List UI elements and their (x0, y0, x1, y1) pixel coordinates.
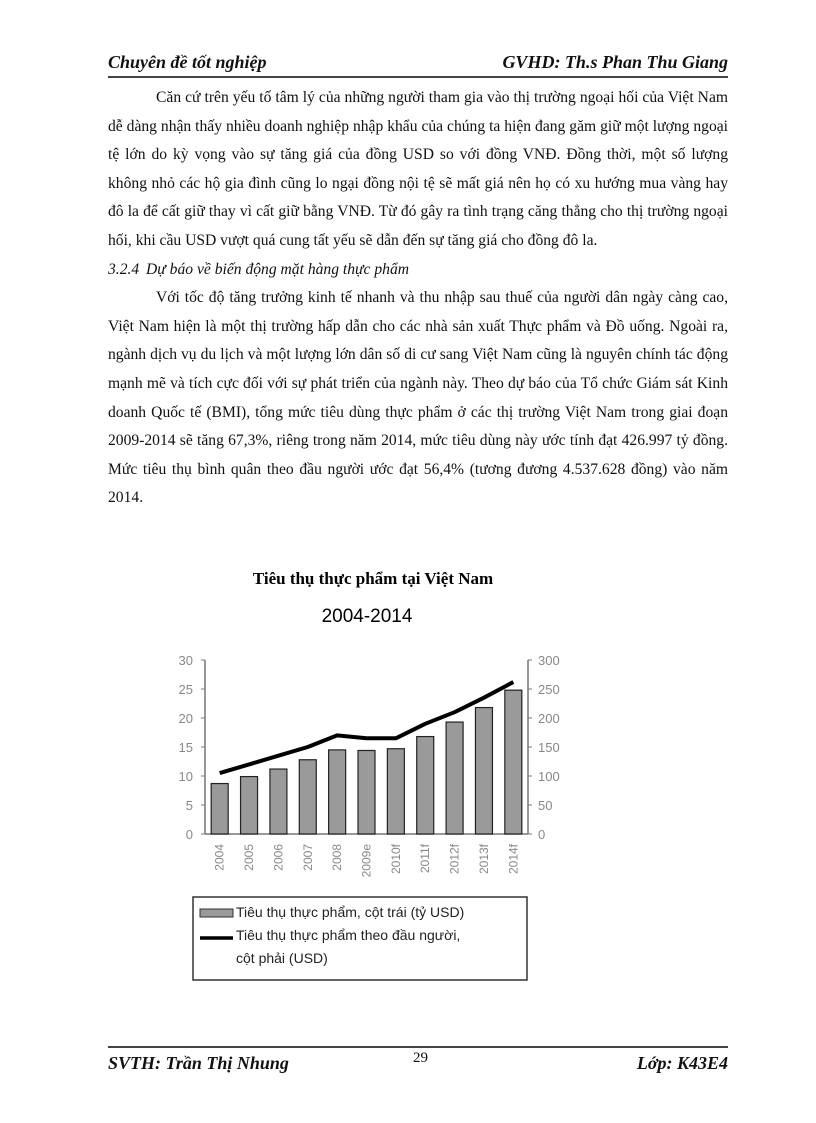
bar (504, 689, 523, 835)
footer-right: Lớp: K43E4 (636, 1053, 728, 1073)
category-label: 2012f (448, 843, 462, 874)
legend-bar-swatch (199, 908, 234, 918)
chart-title: Tiêu thụ thực phẩm tại Việt Nam (253, 569, 493, 588)
legend-label-line-2: cột phải (USD) (236, 950, 328, 966)
category-label: 2011f (418, 843, 432, 873)
page-footer: SVTH: Trần Thị Nhung 29 Lớp: K43E4 (108, 1046, 728, 1078)
bar (269, 768, 288, 835)
category-label: 2007 (301, 844, 315, 871)
header-left: Chuyên đề tốt nghiệp (108, 52, 267, 72)
legend-label-line-1: Tiêu thụ thực phẩm theo đầu người, (236, 927, 460, 943)
bar (210, 782, 229, 835)
legend: Tiêu thụ thực phẩm, cột trái (tỷ USD) Ti… (192, 896, 528, 981)
bar (298, 759, 317, 835)
paragraph-2: Với tốc độ tăng trưởng kinh tế nhanh và … (108, 289, 728, 507)
bar (474, 706, 494, 835)
page-number: 29 (413, 1050, 428, 1066)
category-label: 2013f (477, 843, 491, 874)
header-right: GVHD: Th.s Phan Thu Giang (502, 52, 728, 72)
category-label: 2006 (271, 844, 285, 871)
category-label: 2008 (330, 844, 344, 871)
right-tick-label: 250 (538, 682, 560, 697)
paragraph-1: Căn cứ trên yếu tố tâm lý của những ngườ… (108, 89, 728, 249)
right-tick-label: 50 (538, 798, 552, 813)
per-capita-line (219, 680, 515, 776)
bar (357, 749, 376, 835)
bar (239, 775, 259, 835)
category-label: 2005 (242, 844, 256, 871)
left-tick-label: 30 (179, 653, 193, 668)
food-consumption-chart: Tiêu thụ thực phẩm tại Việt Nam 2004-201… (179, 569, 560, 981)
category-label: 2014f (506, 843, 520, 874)
bar (445, 721, 464, 835)
right-tick-label: 0 (538, 827, 545, 842)
category-label: 2009e (360, 844, 374, 878)
section-heading: 3.2.4 Dự báo về biến động mặt hàng thực p… (108, 260, 410, 278)
left-tick-label: 5 (186, 798, 193, 813)
left-tick-label: 0 (186, 827, 193, 842)
chart-subtitle: 2004-2014 (322, 606, 413, 627)
page-header: Chuyên đề tốt nghiệp GVHD: Th.s Phan Thu… (108, 50, 728, 78)
body-text: Căn cứ trên yếu tố tâm lý của những ngườ… (108, 84, 728, 513)
left-tick-label: 15 (179, 740, 193, 755)
bar (328, 749, 347, 835)
right-tick-label: 200 (538, 711, 560, 726)
left-tick-label: 20 (179, 711, 193, 726)
legend-label-bars: Tiêu thụ thực phẩm, cột trái (tỷ USD) (236, 904, 464, 920)
footer-left: SVTH: Trần Thị Nhung (108, 1053, 289, 1073)
right-tick-label: 300 (538, 653, 560, 668)
category-label: 2004 (213, 844, 227, 871)
bar (386, 748, 405, 835)
category-label: 2010f (389, 843, 403, 874)
bar (416, 735, 435, 835)
left-tick-label: 10 (179, 769, 193, 784)
right-tick-label: 100 (538, 769, 560, 784)
left-tick-label: 25 (179, 682, 193, 697)
right-tick-label: 150 (538, 740, 560, 755)
